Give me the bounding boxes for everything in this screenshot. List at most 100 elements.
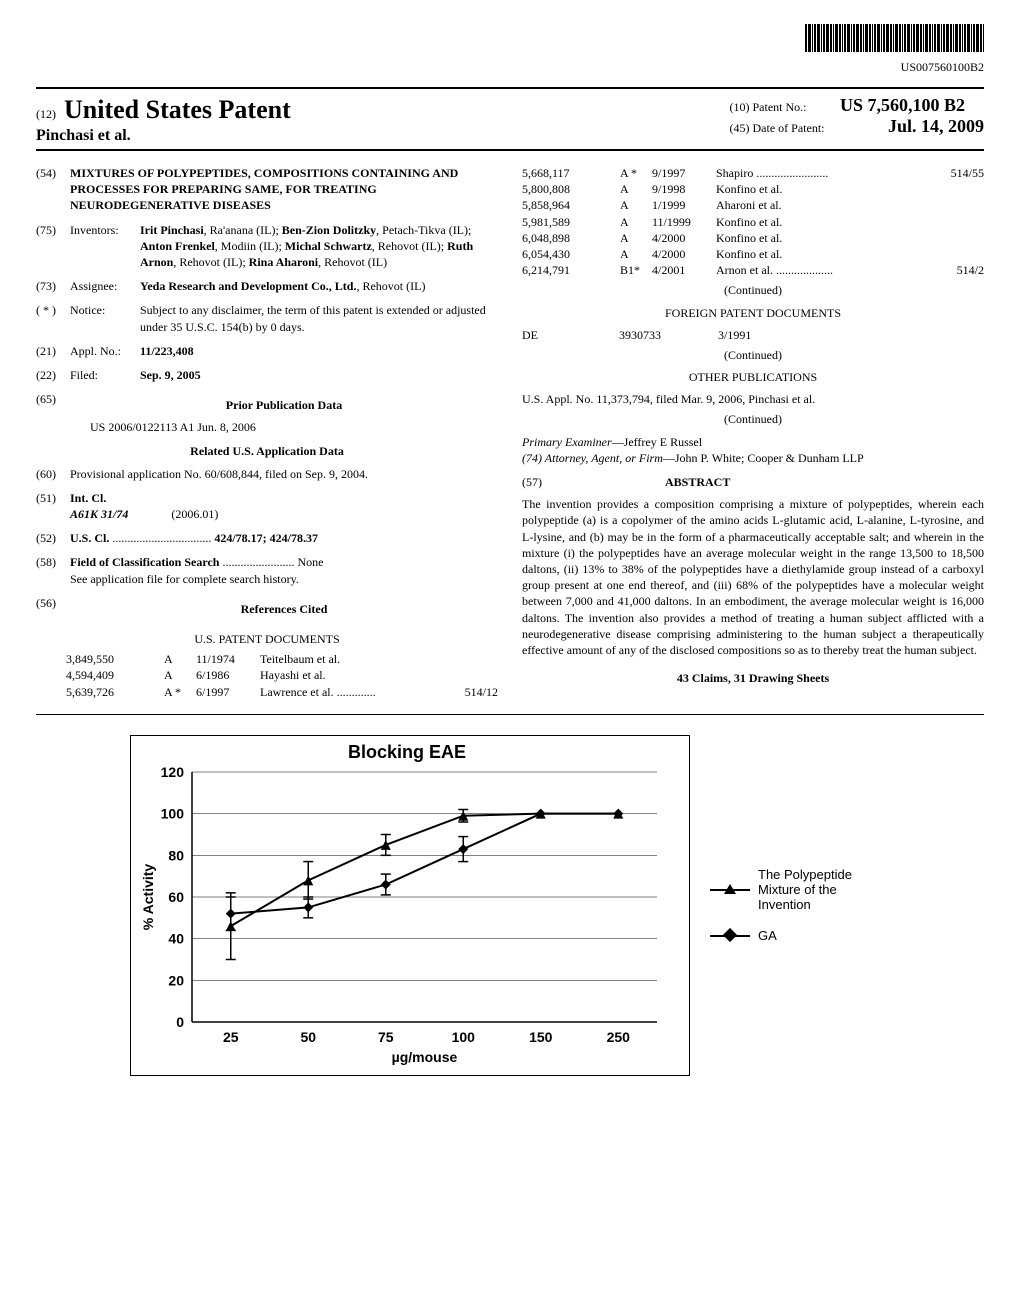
svg-text:100: 100 [452, 1029, 476, 1045]
chart-svg: 020406080100120255075100150250% Activity… [137, 767, 667, 1067]
svg-text:80: 80 [168, 847, 184, 863]
svg-text:150: 150 [529, 1029, 553, 1045]
patent-ref-row: 5,668,117A *9/1997Shapiro ..............… [522, 165, 984, 181]
svg-text:250: 250 [607, 1029, 631, 1045]
filed-num: (22) [36, 367, 70, 383]
us-patents-head: U.S. PATENT DOCUMENTS [36, 631, 498, 647]
divider [36, 149, 984, 151]
date-label: (45) Date of Patent: [730, 121, 825, 135]
continued-2: (Continued) [522, 347, 984, 363]
authors: Pinchasi et al. [36, 127, 291, 145]
svg-text:40: 40 [168, 930, 184, 946]
uscl-label: U.S. Cl. [70, 531, 109, 545]
attorney-label: (74) Attorney, Agent, or Firm [522, 451, 663, 465]
svg-text:µg/mouse: µg/mouse [392, 1049, 458, 1065]
notice-num: ( * ) [36, 302, 70, 334]
chart-box: Blocking EAE 0 20 40 60 80 100 120 25 50 75 100 150… [130, 735, 690, 1076]
right-column: 5,668,117A *9/1997Shapiro ..............… [522, 165, 984, 700]
examiner-label: Primary Examiner [522, 435, 612, 449]
abstract: The invention provides a composition com… [522, 496, 984, 658]
assignee-label: Assignee: [70, 278, 140, 294]
legend-item-1: The Polypeptide Mixture of the Invention [710, 867, 890, 912]
invention-title: MIXTURES OF POLYPEPTIDES, COMPOSITIONS C… [70, 165, 498, 214]
intcl-year: (2006.01) [171, 507, 218, 521]
inventors-num: (75) [36, 222, 70, 271]
notice: Subject to any disclaimer, the term of t… [140, 302, 498, 334]
examiner: —Jeffrey E Russel [612, 435, 702, 449]
barcode-region: US007560100B2 [36, 24, 984, 75]
legend-label-2: GA [758, 928, 777, 943]
title-num: (54) [36, 165, 70, 214]
foreign-row: DE 3930733 3/1991 [522, 327, 984, 343]
legend: The Polypeptide Mixture of the Invention… [710, 851, 890, 959]
patent-no-label: (10) Patent No.: [730, 100, 807, 114]
patent-ref-row: 5,800,808A9/1998Konfino et al. [522, 181, 984, 197]
continued-3: (Continued) [522, 411, 984, 427]
abstract-num: (57) [522, 475, 542, 489]
assignee: Yeda Research and Development Co., Ltd.,… [140, 278, 498, 294]
patent-date: Jul. 14, 2009 [888, 116, 984, 136]
svg-text:75: 75 [378, 1029, 394, 1045]
svg-text:60: 60 [168, 889, 184, 905]
inventors: Irit Pinchasi, Ra'anana (IL); Ben-Zion D… [140, 222, 498, 271]
doc-type-num: (12) [36, 107, 56, 122]
foreign-date: 3/1991 [718, 327, 751, 343]
svg-text:25: 25 [223, 1029, 239, 1045]
chart-region: Blocking EAE 0 20 40 60 80 100 120 25 50 75 100 150… [36, 735, 984, 1076]
divider [36, 714, 984, 715]
uscl-num: (52) [36, 530, 70, 546]
refs-head: References Cited [70, 601, 498, 617]
notice-label: Notice: [70, 302, 140, 334]
appl-num-label: Appl. No.: [70, 343, 140, 359]
uscl: 424/78.17; 424/78.37 [214, 531, 318, 545]
claims: 43 Claims, 31 Drawing Sheets [522, 670, 984, 686]
svg-text:0: 0 [176, 1014, 184, 1030]
attorney: —John P. White; Cooper & Dunham LLP [663, 451, 864, 465]
continued-1: (Continued) [522, 282, 984, 298]
triangle-marker-icon [724, 884, 736, 894]
barcode [805, 24, 984, 52]
patent-ref-row: 3,849,550A11/1974Teitelbaum et al. [66, 651, 498, 667]
related-head: Related U.S. Application Data [36, 443, 498, 459]
search-note: See application file for complete search… [70, 572, 299, 586]
inventors-label: Inventors: [70, 222, 140, 271]
search-num: (58) [36, 554, 70, 586]
patent-no: US 7,560,100 B2 [840, 95, 965, 115]
svg-text:20: 20 [168, 972, 184, 988]
patent-ref-row: 6,214,791B1*4/2001Arnon et al. .........… [522, 262, 984, 278]
svg-text:50: 50 [300, 1029, 316, 1045]
prior-pub: US 2006/0122113 A1 Jun. 8, 2006 [90, 419, 498, 435]
intcl-code: A61K 31/74 [70, 507, 128, 521]
search-val: None [297, 555, 323, 569]
filed: Sep. 9, 2005 [140, 367, 498, 383]
patent-ref-row: 6,048,898A4/2000Konfino et al. [522, 230, 984, 246]
patent-ref-row: 5,981,589A11/1999Konfino et al. [522, 214, 984, 230]
prior-pub-head: Prior Publication Data [70, 397, 498, 413]
foreign-head: FOREIGN PATENT DOCUMENTS [522, 305, 984, 321]
foreign-cc: DE [522, 327, 562, 343]
filed-label: Filed: [70, 367, 140, 383]
provisional-num: (60) [36, 466, 70, 482]
foreign-num: 3930733 [570, 327, 710, 343]
patent-ref-row: 4,594,409A6/1986Hayashi et al. [66, 667, 498, 683]
assignee-num: (73) [36, 278, 70, 294]
other-head: OTHER PUBLICATIONS [522, 369, 984, 385]
search-label: Field of Classification Search [70, 555, 219, 569]
intcl-num: (51) [36, 490, 70, 522]
patent-ref-row: 5,858,964A1/1999Aharoni et al. [522, 197, 984, 213]
prior-pub-num: (65) [36, 391, 70, 435]
svg-text:120: 120 [161, 767, 185, 780]
title-row: (12) United States Patent Pinchasi et al… [36, 95, 984, 145]
legend-label-1: The Polypeptide Mixture of the Invention [758, 867, 890, 912]
patent-ref-row: 5,639,726A *6/1997Lawrence et al. ......… [66, 684, 498, 700]
svg-text:100: 100 [161, 805, 185, 821]
other-pub: U.S. Appl. No. 11,373,794, filed Mar. 9,… [522, 391, 984, 407]
chart-title: Blocking EAE [137, 742, 677, 763]
appl-num-num: (21) [36, 343, 70, 359]
doc-type: United States Patent [64, 95, 291, 125]
intcl-label: Int. Cl. [70, 491, 106, 505]
abstract-head: ABSTRACT [665, 475, 730, 489]
patent-ref-row: 6,054,430A4/2000Konfino et al. [522, 246, 984, 262]
barcode-text: US007560100B2 [36, 60, 984, 75]
appl-num: 11/223,408 [140, 343, 498, 359]
